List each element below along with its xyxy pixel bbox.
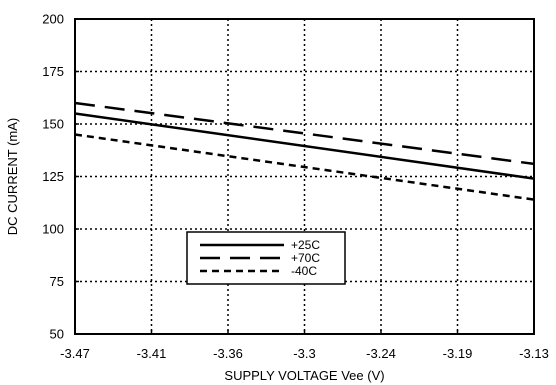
series-line xyxy=(74,101,535,166)
x-tick-label: -3.13 xyxy=(519,346,549,361)
y-tick-label: 50 xyxy=(50,327,64,342)
x-tick-label: -3.41 xyxy=(137,346,167,361)
legend-label: -40C xyxy=(291,264,317,278)
tick-marks xyxy=(74,18,535,335)
y-tick-labels: 50 75 100 125 150 175 200 xyxy=(42,12,64,342)
x-tick-label: -3.3 xyxy=(293,346,315,361)
legend-label: +70C xyxy=(291,251,320,265)
y-tick-label: 125 xyxy=(42,169,64,184)
y-tick-label: 150 xyxy=(42,117,64,132)
legend-label: +25C xyxy=(291,238,320,252)
y-tick-label: 175 xyxy=(42,64,64,79)
legend: +25C+70C-40C xyxy=(186,231,346,285)
series-line xyxy=(74,133,535,201)
x-tick-labels: -3.47 -3.41 -3.36 -3.3 -3.24 -3.19 -3.13 xyxy=(60,346,549,361)
grid xyxy=(75,19,534,334)
series-line xyxy=(74,112,535,180)
x-tick-label: -3.24 xyxy=(366,346,396,361)
y-axis-title: DC CURRENT (mA) xyxy=(5,118,20,235)
y-tick-label: 200 xyxy=(42,12,64,27)
x-tick-label: -3.36 xyxy=(213,346,243,361)
y-tick-label: 75 xyxy=(50,274,64,289)
series-lines xyxy=(74,101,535,201)
x-tick-label: -3.47 xyxy=(60,346,90,361)
x-axis-title: SUPPLY VOLTAGE Vee (V) xyxy=(224,368,384,383)
y-tick-label: 100 xyxy=(42,222,64,237)
x-tick-label: -3.19 xyxy=(443,346,473,361)
